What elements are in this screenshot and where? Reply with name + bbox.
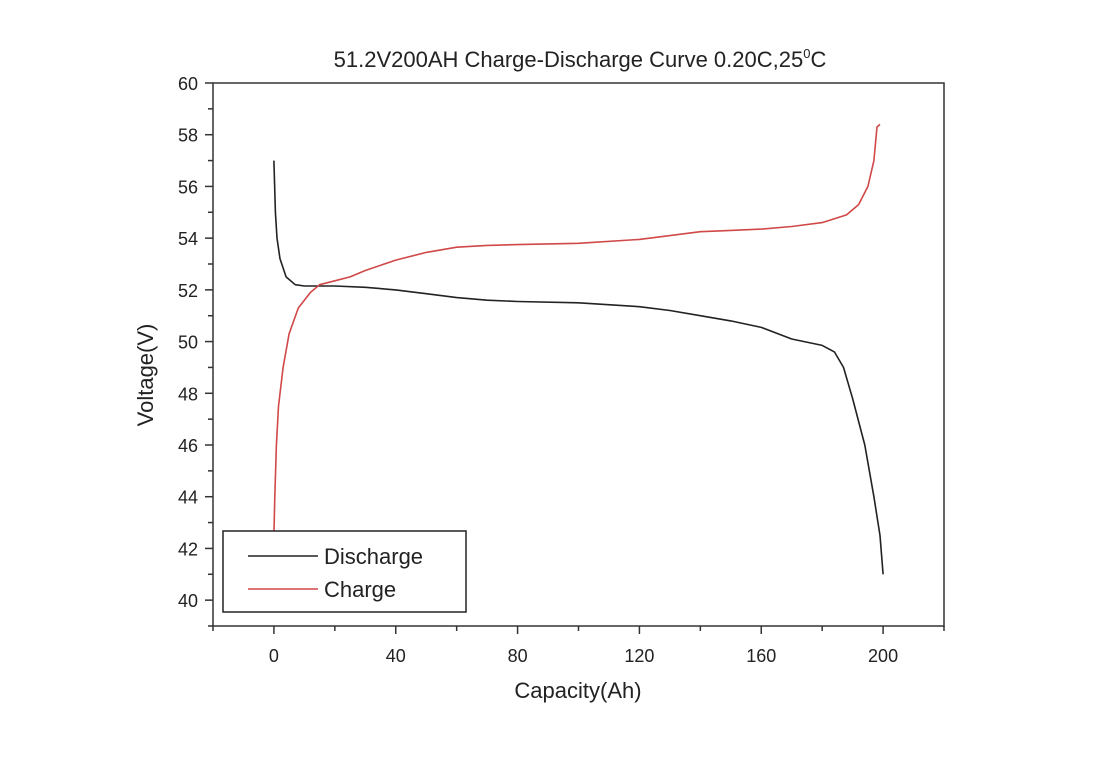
x-tick-label: 160 bbox=[746, 646, 776, 666]
x-axis: 0 40 80 120 160 200 bbox=[212, 626, 945, 666]
legend-label-charge: Charge bbox=[324, 577, 396, 602]
y-axis: 40 42 44 46 48 50 52 54 56 58 60 bbox=[178, 74, 213, 627]
x-tick-label: 120 bbox=[624, 646, 654, 666]
x-tick-label: 40 bbox=[386, 646, 406, 666]
series-line-discharge bbox=[273, 160, 884, 575]
series-group bbox=[273, 123, 884, 575]
x-tick-label: 80 bbox=[508, 646, 528, 666]
legend-box bbox=[222, 530, 467, 613]
y-tick-label: 48 bbox=[178, 384, 198, 404]
y-tick-label: 40 bbox=[178, 591, 198, 611]
legend: Discharge Charge bbox=[222, 530, 467, 613]
y-tick-label: 52 bbox=[178, 281, 198, 301]
y-tick-label: 56 bbox=[178, 177, 198, 197]
y-tick-label: 44 bbox=[178, 488, 198, 508]
x-tick-label: 0 bbox=[269, 646, 279, 666]
series-line-charge bbox=[273, 123, 881, 536]
y-tick-label: 50 bbox=[178, 333, 198, 353]
y-tick-label: 42 bbox=[178, 539, 198, 559]
title-superscript: 0 bbox=[803, 46, 810, 61]
y-axis-label: Voltage(V) bbox=[133, 324, 158, 427]
y-tick-label: 54 bbox=[178, 229, 198, 249]
chart-title: 51.2V200AH Charge-Discharge Curve 0.20C,… bbox=[334, 46, 827, 72]
x-tick-label: 200 bbox=[868, 646, 898, 666]
y-tick-label: 60 bbox=[178, 74, 198, 94]
legend-label-discharge: Discharge bbox=[324, 544, 423, 569]
x-axis-label: Capacity(Ah) bbox=[514, 678, 641, 703]
y-tick-label: 58 bbox=[178, 126, 198, 146]
y-tick-label: 46 bbox=[178, 436, 198, 456]
